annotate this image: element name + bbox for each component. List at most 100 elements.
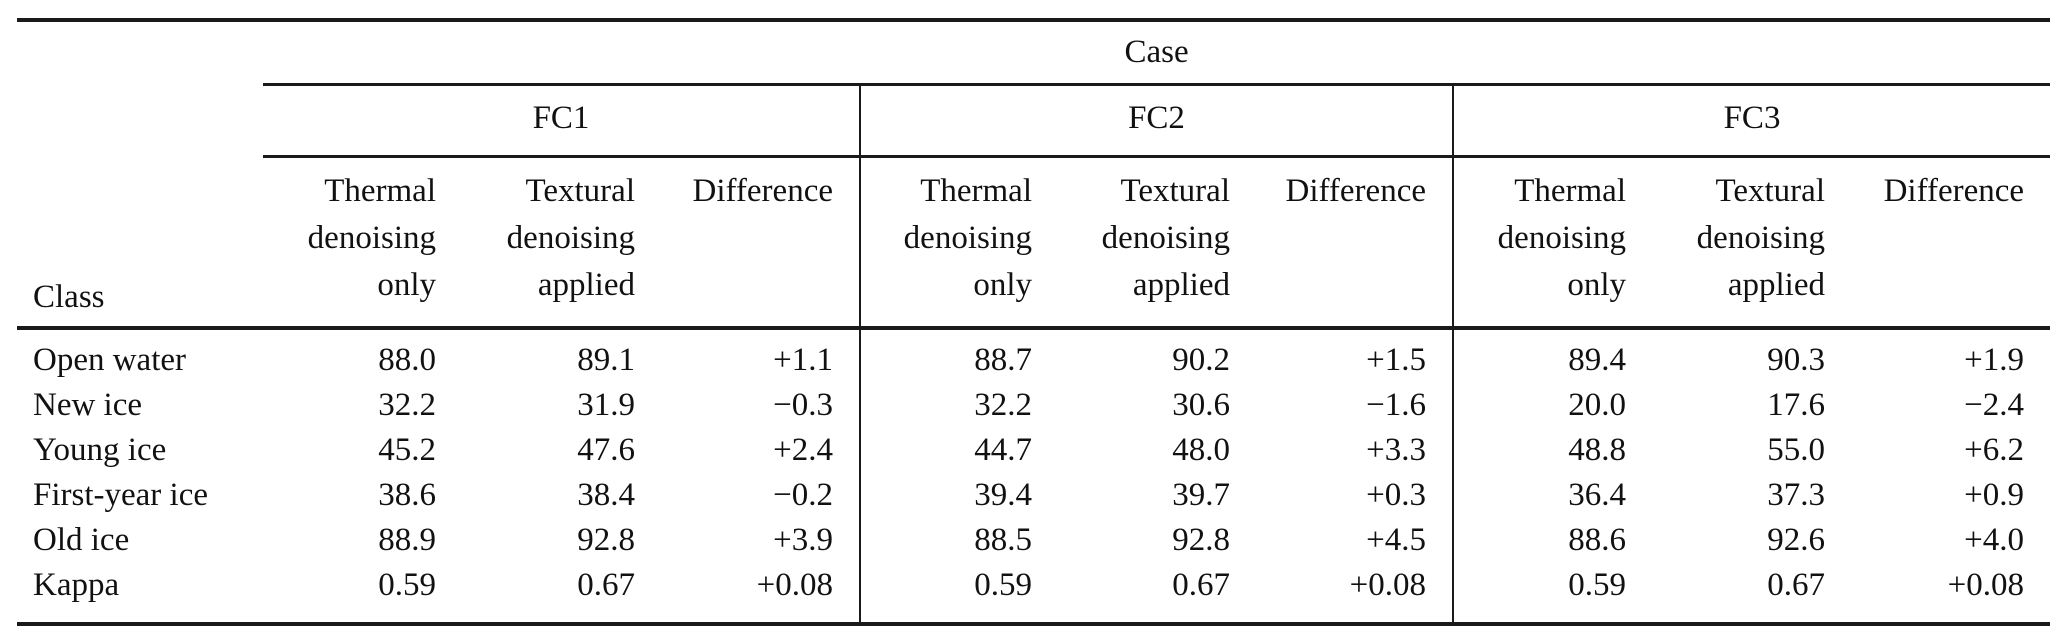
header-line: applied <box>537 267 635 303</box>
data-cell: 0.67 <box>1058 563 1256 626</box>
row-label: First-year ice <box>33 477 209 513</box>
data-cell: 0.59 <box>1452 563 1652 626</box>
col-header-fc1-difference: Difference <box>661 156 860 330</box>
header-line: applied <box>1727 267 1825 303</box>
data-cell: 39.4 <box>859 473 1058 518</box>
data-cell: 48.0 <box>1172 432 1230 468</box>
results-table: Case FC1 FC2 FC3 Class Thermal denoising… <box>17 18 2051 626</box>
table-row: New ice 32.2 31.9 −0.3 32.2 30.6 −1.6 20… <box>17 383 2050 428</box>
data-cell: 92.6 <box>1767 522 1825 558</box>
data-cell: +0.08 <box>1851 563 2051 626</box>
header-line: only <box>377 267 436 303</box>
col-header-fc1-textural: Textural denoising applied <box>462 156 661 330</box>
header-line: Difference <box>1883 173 2025 209</box>
col-header-fc2-difference: Difference <box>1256 156 1453 330</box>
data-cell: 47.6 <box>577 432 635 468</box>
data-cell: 31.9 <box>577 387 635 423</box>
row-label: New ice <box>33 387 143 423</box>
column-header-row: Class Thermal denoising only Textural de… <box>17 156 2051 330</box>
data-cell: 90.2 <box>1172 342 1230 378</box>
col-header-fc2-textural: Textural denoising applied <box>1058 156 1256 330</box>
data-cell: +1.9 <box>1964 342 2025 378</box>
data-cell: 39.7 <box>1172 477 1230 513</box>
header-line: denoising <box>1696 220 1825 256</box>
row-label: Kappa <box>17 563 263 626</box>
data-cell: 45.2 <box>378 432 436 468</box>
data-cell: 38.4 <box>577 477 635 513</box>
header-line: Thermal <box>1514 173 1626 209</box>
data-cell: +0.08 <box>661 563 860 626</box>
header-line: Difference <box>692 173 833 209</box>
data-cell: 37.3 <box>1767 477 1825 513</box>
data-cell: +4.5 <box>1366 522 1426 558</box>
data-cell: 32.2 <box>378 387 436 423</box>
data-cell: 89.4 <box>1452 328 1652 383</box>
data-cell: 36.4 <box>1452 473 1652 518</box>
data-cell: 44.7 <box>859 428 1058 473</box>
data-cell: 88.9 <box>378 522 436 558</box>
case-header-row: Case <box>17 18 2051 86</box>
data-cell: +4.0 <box>1964 522 2025 558</box>
col-header-fc3-thermal: Thermal denoising only <box>1452 156 1652 330</box>
data-cell: 88.0 <box>378 342 436 378</box>
data-cell: +6.2 <box>1964 432 2025 468</box>
header-line: only <box>1567 267 1626 303</box>
col-header-fc2-thermal: Thermal denoising only <box>859 156 1058 330</box>
col-header-fc3-difference: Difference <box>1851 156 2051 330</box>
header-line: denoising <box>1101 220 1230 256</box>
table-row: Young ice 45.2 47.6 +2.4 44.7 48.0 +3.3 … <box>17 428 2050 473</box>
header-line: Textural <box>525 173 635 209</box>
data-cell: 90.3 <box>1767 342 1825 378</box>
header-line: Thermal <box>920 173 1032 209</box>
data-cell: 0.67 <box>462 563 661 626</box>
header-line: Textural <box>1715 173 1825 209</box>
data-cell: +3.9 <box>773 522 833 558</box>
table-row: Open water 88.0 89.1 +1.1 88.7 90.2 +1.5… <box>17 328 2050 383</box>
header-line: applied <box>1132 267 1230 303</box>
data-cell: 89.1 <box>577 342 635 378</box>
data-cell: 0.67 <box>1652 563 1851 626</box>
case-header: Case <box>263 18 2051 86</box>
data-cell: −0.3 <box>773 387 833 423</box>
data-cell: +0.9 <box>1964 477 2025 513</box>
row-label: Young ice <box>33 432 167 468</box>
group-header-fc1: FC1 <box>263 84 860 158</box>
header-line: Difference <box>1285 173 1426 209</box>
table-row: First-year ice 38.6 38.4 −0.2 39.4 39.7 … <box>17 473 2050 518</box>
header-line: only <box>973 267 1032 303</box>
row-label: Open water <box>33 342 187 378</box>
data-cell: +0.3 <box>1366 477 1426 513</box>
header-line: Textural <box>1120 173 1230 209</box>
header-line: Thermal <box>324 173 436 209</box>
data-cell: +2.4 <box>773 432 833 468</box>
header-line: denoising <box>506 220 635 256</box>
table-row: Old ice 88.9 92.8 +3.9 88.5 92.8 +4.5 88… <box>17 518 2050 563</box>
data-cell: 55.0 <box>1767 432 1825 468</box>
header-line: denoising <box>1497 220 1626 256</box>
data-cell: +1.1 <box>773 342 833 378</box>
header-line: denoising <box>903 220 1032 256</box>
data-cell: 32.2 <box>859 383 1058 428</box>
data-cell: 88.6 <box>1452 518 1652 563</box>
data-cell: 48.8 <box>1452 428 1652 473</box>
group-header-fc3: FC3 <box>1451 84 2051 158</box>
data-cell: 0.59 <box>859 563 1058 626</box>
data-cell: 0.59 <box>263 563 462 626</box>
col-header-fc1-thermal: Thermal denoising only <box>263 156 462 330</box>
header-line: denoising <box>307 220 436 256</box>
data-cell: 17.6 <box>1767 387 1825 423</box>
spacer-cell <box>17 85 263 157</box>
group-header-row: FC1 FC2 FC3 <box>17 84 2051 158</box>
data-cell: +3.3 <box>1366 432 1426 468</box>
row-label: Old ice <box>33 522 130 558</box>
data-cell: 38.6 <box>378 477 436 513</box>
data-cell: −0.2 <box>773 477 833 513</box>
data-cell: 92.8 <box>577 522 635 558</box>
class-column-header: Class <box>17 156 263 330</box>
spacer-cell <box>17 18 263 85</box>
group-header-fc2: FC2 <box>859 84 1453 158</box>
data-cell: 88.5 <box>859 518 1058 563</box>
data-cell: 30.6 <box>1172 387 1230 423</box>
data-cell: +0.08 <box>1256 563 1453 626</box>
data-cell: 88.7 <box>859 328 1058 383</box>
